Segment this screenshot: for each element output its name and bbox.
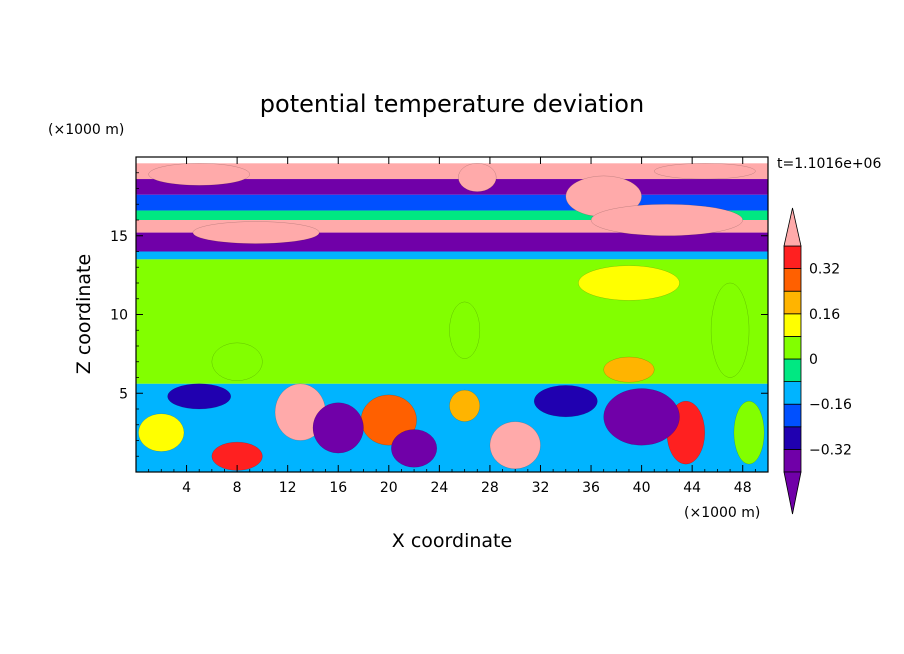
field-band-6 xyxy=(136,251,768,260)
field-blob-16 xyxy=(312,402,364,454)
field-blob-7 xyxy=(603,356,655,383)
x-tick-label-20: 20 xyxy=(380,480,398,496)
x-axis: 4 8 12 16 20 24 28 32 36 40 44 48 xyxy=(148,157,756,496)
y-tick-label-5: 5 xyxy=(119,386,128,402)
field-blob-21 xyxy=(138,413,185,452)
x-tick-label-24: 24 xyxy=(430,480,448,496)
field-blob-19 xyxy=(167,383,231,410)
x-tick-label-12: 12 xyxy=(279,480,297,496)
colorbar-swatch-8 xyxy=(783,268,802,292)
x-unit-label: (×1000 m) xyxy=(684,505,760,521)
colorbar-label-0: 0.32 xyxy=(809,262,840,278)
y-unit-label: (×1000 m) xyxy=(48,122,124,138)
colorbar-under-arrow xyxy=(783,471,802,515)
x-tick-label-16: 16 xyxy=(329,480,347,496)
colorbar-swatch-4 xyxy=(783,358,802,383)
colorbar-label-2: 0 xyxy=(809,352,818,368)
field-blob-2 xyxy=(458,163,497,192)
field-blob-0 xyxy=(192,221,320,244)
field-blob-23 xyxy=(733,400,765,465)
colorbar: 0.32 0.16 0 −0.16 −0.32 xyxy=(783,207,852,515)
x-tick-label-4: 4 xyxy=(182,480,191,496)
colorbar-label-3: −0.16 xyxy=(809,397,852,413)
field-blob-9 xyxy=(211,342,263,381)
colorbar-swatch-0 xyxy=(783,448,802,473)
colorbar-swatch-5 xyxy=(783,335,802,360)
field-band-0 xyxy=(136,163,768,180)
colorbar-over-arrow xyxy=(783,207,802,247)
colorbar-swatch-1 xyxy=(783,426,802,450)
x-tick-label-44: 44 xyxy=(683,480,701,496)
field-blob-12 xyxy=(489,421,541,470)
y-axis: 5 10 15 xyxy=(110,172,768,457)
y-tick-label-10: 10 xyxy=(110,308,128,324)
x-tick-label-32: 32 xyxy=(532,480,550,496)
field-blob-10 xyxy=(710,282,750,378)
field-band-3 xyxy=(136,210,768,220)
x-tick-label-36: 36 xyxy=(582,480,600,496)
colorbar-swatch-7 xyxy=(783,290,802,315)
y-tick-label-15: 15 xyxy=(110,229,128,245)
field-blob-8 xyxy=(449,301,480,359)
colorbar-label-1: 0.16 xyxy=(809,307,840,323)
x-tick-label-8: 8 xyxy=(233,480,242,496)
x-tick-label-48: 48 xyxy=(734,480,752,496)
field-blob-1 xyxy=(148,163,250,186)
chart-title: potential temperature deviation xyxy=(260,90,644,118)
colorbar-swatch-3 xyxy=(783,381,802,405)
field-blob-22 xyxy=(449,389,480,422)
colorbar-swatch-6 xyxy=(783,313,802,337)
field-blob-17 xyxy=(391,429,437,468)
colorbar-swatch-2 xyxy=(783,403,802,428)
x-tick-label-40: 40 xyxy=(633,480,651,496)
time-label: t=1.1016e+06 xyxy=(777,156,881,172)
field-blob-6 xyxy=(578,265,680,301)
field-blob-5 xyxy=(654,163,756,180)
colorbar-swatch-9 xyxy=(783,245,802,270)
x-axis-label: X coordinate xyxy=(392,530,512,552)
x-tick-label-28: 28 xyxy=(481,480,499,496)
field-blob-20 xyxy=(534,385,598,418)
y-axis-label: Z coordinate xyxy=(73,254,95,374)
plot-area xyxy=(136,163,768,472)
field-blob-18 xyxy=(603,388,680,446)
field-blob-4 xyxy=(590,204,743,236)
colorbar-label-4: −0.32 xyxy=(809,442,852,458)
